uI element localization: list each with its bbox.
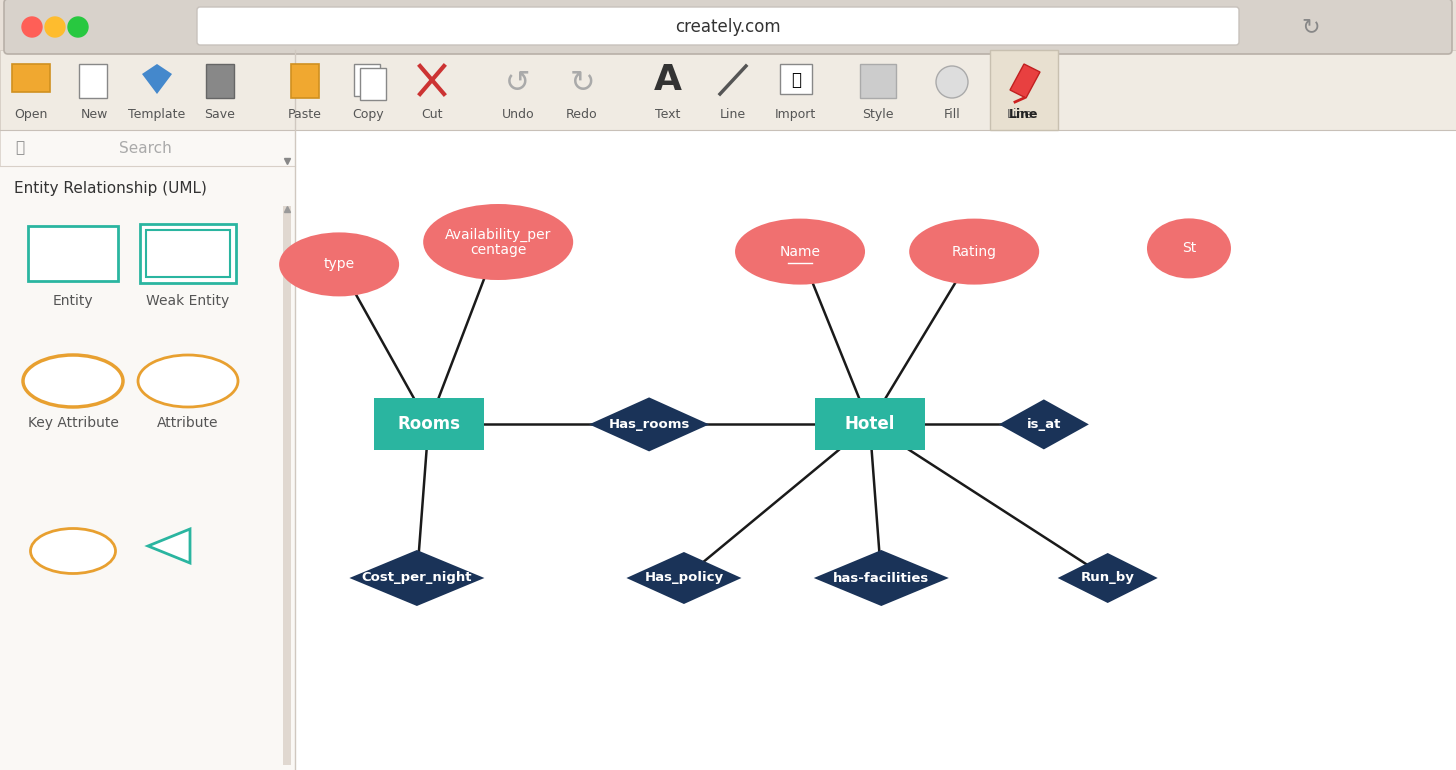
Text: Line: Line — [1008, 108, 1034, 120]
Text: Line: Line — [1009, 108, 1038, 120]
Text: Open: Open — [15, 108, 48, 120]
Bar — [815, 398, 925, 450]
Text: is_at: is_at — [1026, 418, 1061, 431]
Text: 🔍: 🔍 — [16, 140, 25, 156]
Polygon shape — [999, 400, 1089, 450]
Text: ↻: ↻ — [1302, 17, 1321, 37]
Text: Entity Relationship (UML): Entity Relationship (UML) — [15, 180, 207, 196]
Text: Fill: Fill — [943, 108, 961, 120]
Text: New: New — [80, 108, 108, 120]
Text: ↺: ↺ — [505, 69, 531, 98]
Text: creately.com: creately.com — [676, 18, 780, 36]
Bar — [282, 206, 291, 765]
Text: Copy: Copy — [352, 108, 384, 120]
Polygon shape — [149, 529, 189, 563]
Bar — [79, 64, 106, 98]
Text: Redo: Redo — [566, 108, 598, 120]
Text: has-facilities: has-facilities — [833, 571, 929, 584]
Ellipse shape — [280, 233, 399, 296]
Text: Line: Line — [719, 108, 745, 120]
Bar — [140, 224, 236, 283]
Circle shape — [68, 17, 87, 37]
Text: Has_rooms: Has_rooms — [609, 418, 690, 431]
Text: Rooms: Rooms — [397, 415, 460, 434]
Text: Paste: Paste — [288, 108, 322, 120]
Bar — [360, 68, 386, 100]
Ellipse shape — [23, 355, 122, 407]
Text: 🏔: 🏔 — [791, 71, 801, 89]
Bar — [28, 226, 118, 281]
Text: Key Attribute: Key Attribute — [28, 416, 118, 430]
Text: Rating: Rating — [952, 245, 997, 259]
Circle shape — [22, 17, 42, 37]
Text: Attribute: Attribute — [157, 416, 218, 430]
Bar — [205, 64, 234, 98]
Text: Text: Text — [655, 108, 681, 120]
Text: Cost_per_night: Cost_per_night — [361, 571, 472, 584]
Text: A: A — [654, 63, 681, 97]
Text: Search: Search — [118, 140, 172, 156]
Circle shape — [936, 66, 968, 98]
Ellipse shape — [138, 355, 237, 407]
Text: Cut: Cut — [421, 108, 443, 120]
Text: Entity: Entity — [52, 294, 93, 308]
Text: type: type — [323, 257, 355, 271]
Text: Template: Template — [128, 108, 185, 120]
Text: St: St — [1182, 242, 1195, 256]
Text: Hotel: Hotel — [844, 415, 895, 434]
Text: Weak Entity: Weak Entity — [147, 294, 230, 308]
Bar — [146, 230, 230, 277]
Polygon shape — [590, 397, 709, 451]
Text: Availability_per: Availability_per — [446, 227, 552, 242]
Polygon shape — [1057, 553, 1158, 603]
Text: Undo: Undo — [502, 108, 534, 120]
Text: Name: Name — [779, 245, 821, 259]
Text: ↻: ↻ — [569, 69, 594, 98]
Text: Has_policy: Has_policy — [645, 571, 724, 584]
Bar — [296, 130, 1456, 770]
Text: Run_by: Run_by — [1080, 571, 1134, 584]
Text: centage: centage — [470, 243, 527, 256]
Text: Style: Style — [862, 108, 894, 120]
Ellipse shape — [1147, 219, 1230, 279]
FancyBboxPatch shape — [4, 0, 1452, 54]
Ellipse shape — [909, 219, 1040, 285]
Bar — [374, 398, 483, 450]
Polygon shape — [626, 552, 741, 604]
Ellipse shape — [735, 219, 865, 285]
Bar — [780, 64, 812, 94]
Polygon shape — [814, 550, 949, 606]
FancyBboxPatch shape — [197, 7, 1239, 45]
Ellipse shape — [424, 204, 574, 280]
Circle shape — [45, 17, 66, 37]
Bar — [990, 50, 1059, 130]
Polygon shape — [1010, 64, 1040, 98]
Bar — [0, 166, 296, 770]
Bar — [860, 64, 895, 98]
Text: Import: Import — [775, 108, 815, 120]
Text: Save: Save — [204, 108, 236, 120]
Polygon shape — [143, 64, 172, 94]
Ellipse shape — [31, 528, 115, 574]
Bar — [12, 64, 50, 92]
Bar — [354, 64, 380, 96]
Bar — [291, 64, 319, 98]
Polygon shape — [349, 550, 485, 606]
Bar — [0, 50, 1456, 130]
Bar — [0, 130, 296, 166]
